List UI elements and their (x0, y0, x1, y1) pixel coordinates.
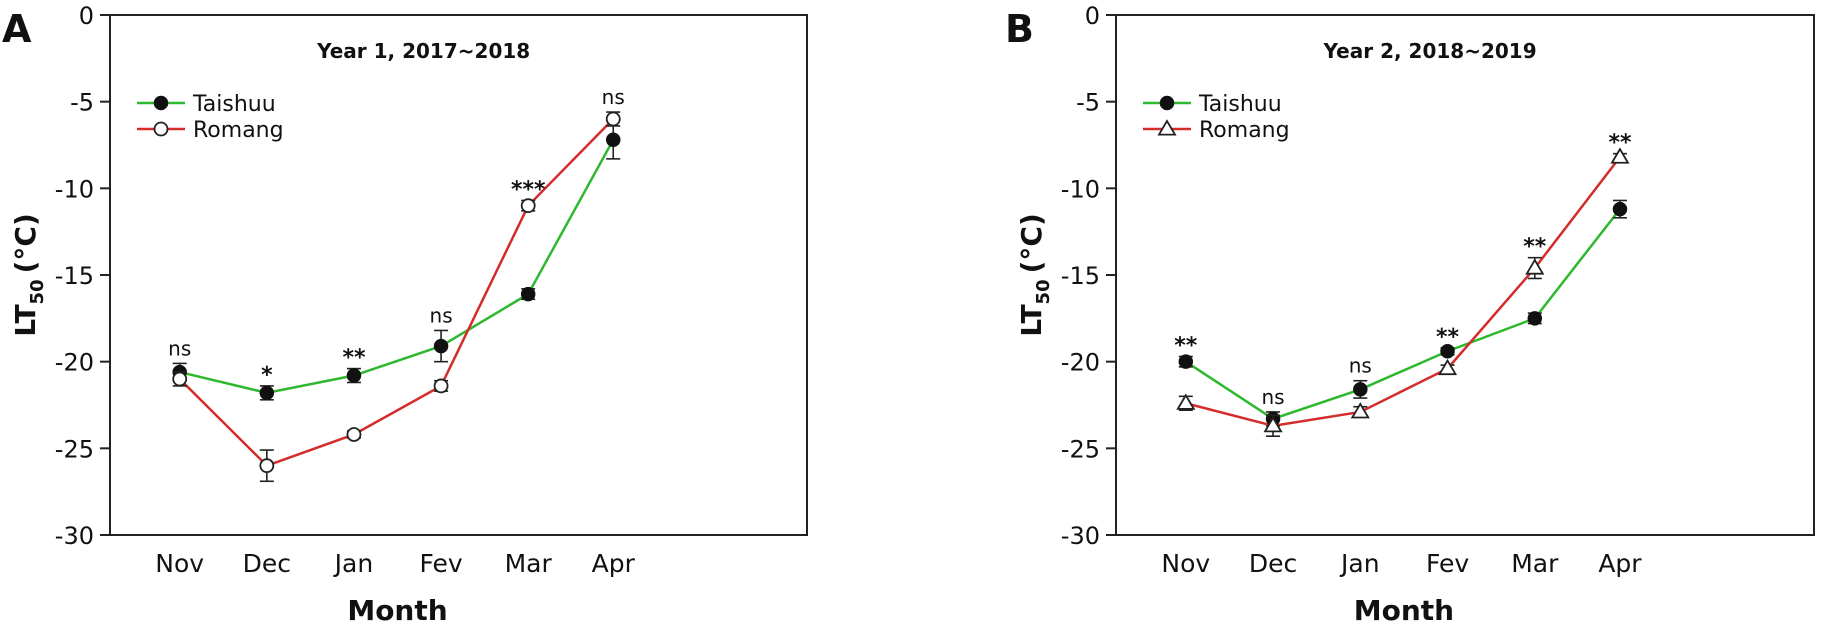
series-line-taishuu (179, 139, 615, 395)
x-axis-title: Month (347, 594, 447, 627)
y-tick-label: -5 (70, 89, 94, 117)
panel-label: A (2, 7, 32, 51)
legend-marker (1159, 95, 1175, 111)
y-tick-label: 0 (1085, 2, 1100, 30)
y-axis-title: LT50 (°C) (1015, 213, 1054, 337)
significance-label: ** (1608, 131, 1632, 156)
y-tick-label: -10 (55, 175, 94, 203)
data-point-taishuu (346, 368, 362, 383)
significance-label: ns (1349, 354, 1372, 378)
significance-label: ns (168, 336, 191, 360)
chart-panel-b: B 0 -5 -10 -15 -20 -25 -30 Nov Dec Jan Fev Mar Apr Mon… (1005, 2, 1815, 627)
data-point-romang (259, 458, 275, 474)
y-axis-title-subscript: 50 (1033, 279, 1054, 304)
significance-label: ns (602, 85, 625, 109)
significance-label: * (261, 363, 273, 388)
data-point-romang (520, 198, 536, 214)
data-point-taishuu (1612, 201, 1628, 217)
y-tick-label: -30 (55, 522, 94, 550)
y-tick-label: -15 (1061, 262, 1100, 290)
x-tick-label: Mar (1511, 549, 1559, 578)
y-tick-label: -15 (55, 262, 94, 290)
y-axis-title-main: LT (9, 304, 42, 336)
x-tick-label: Fev (419, 549, 462, 578)
significance-label: *** (511, 177, 546, 202)
legend-label: Taishuu (192, 92, 276, 117)
chart-title: Year 1, 2017~2018 (316, 39, 530, 63)
x-tick-label: Jan (1339, 549, 1380, 578)
significance-label: ** (1436, 325, 1460, 350)
chart-panel-a: A 0 -5 -10 -15 -20 -25 -30 Nov Dec Jan Fev Mar Apr Mon… (2, 2, 808, 627)
y-tick-label: -25 (55, 435, 94, 463)
x-tick-label: Mar (505, 549, 553, 578)
data-point-romang (1437, 358, 1458, 376)
x-axis-title: Month (1354, 594, 1454, 627)
y-axis-title-unit: (°C) (1015, 213, 1048, 273)
data-point-romang (1350, 402, 1370, 419)
series-line-romang (1185, 156, 1621, 428)
data-point-romang (1525, 258, 1545, 275)
x-tick-label: Dec (1249, 549, 1297, 578)
data-point-taishuu (1527, 311, 1543, 326)
data-point-taishuu (1440, 344, 1455, 359)
legend-marker (153, 121, 169, 137)
legend-label: Taishuu (1198, 92, 1282, 117)
y-tick-label: -10 (1061, 175, 1100, 203)
significance-label: ns (430, 303, 453, 327)
data-point-romang (1263, 416, 1283, 433)
series-line-romang (178, 118, 615, 468)
x-tick-label: Nov (1161, 549, 1210, 578)
legend-marker (153, 95, 169, 111)
data-point-romang (605, 111, 621, 127)
series-line-taishuu (1185, 208, 1621, 421)
x-tick-label: Jan (333, 549, 374, 578)
data-point-romang (346, 427, 362, 442)
y-tick-label: -20 (55, 349, 94, 377)
data-point-taishuu (605, 132, 621, 148)
legend-label: Romang (1199, 118, 1290, 143)
significance-label: ns (1261, 385, 1284, 409)
data-point-romang (433, 378, 449, 394)
data-point-romang (172, 371, 188, 387)
legend-label: Romang (193, 118, 284, 143)
y-axis-title: LT50 (°C) (9, 213, 48, 337)
y-tick-label: -20 (1061, 349, 1100, 377)
data-point-taishuu (1178, 354, 1194, 369)
significance-label: ** (342, 346, 366, 371)
chart-title: Year 2, 2018~2019 (1323, 39, 1537, 63)
panel-label: B (1005, 7, 1034, 51)
legend-marker (1157, 119, 1177, 136)
data-point-taishuu (259, 385, 275, 401)
y-tick-label: 0 (79, 2, 94, 30)
x-tick-label: Dec (243, 549, 291, 578)
data-point-romang (1176, 393, 1196, 410)
significance-label: ** (1523, 235, 1547, 260)
x-tick-label: Nov (155, 549, 204, 578)
y-axis-title-unit: (°C) (9, 213, 42, 273)
x-tick-label: Apr (592, 549, 636, 578)
y-tick-label: -30 (1061, 522, 1100, 550)
y-tick-label: -25 (1061, 435, 1100, 463)
x-tick-label: Apr (1598, 549, 1642, 578)
y-tick-label: -5 (1076, 89, 1100, 117)
y-axis-title-main: LT (1015, 304, 1048, 336)
x-tick-label: Fev (1426, 549, 1469, 578)
significance-label: ** (1174, 333, 1198, 358)
data-point-taishuu (520, 286, 536, 302)
data-point-taishuu (1353, 382, 1368, 397)
data-point-romang (1610, 147, 1630, 164)
y-axis-title-subscript: 50 (27, 279, 48, 304)
data-point-taishuu (433, 338, 449, 354)
